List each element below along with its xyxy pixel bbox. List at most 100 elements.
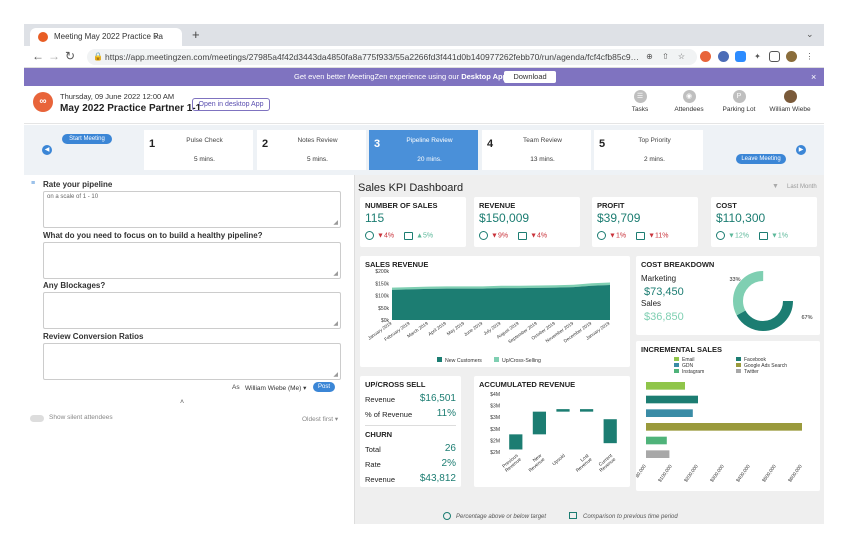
prev-arrow-down-icon: ▼ bbox=[648, 232, 655, 240]
prev-arrow-icon[interactable]: ◀ bbox=[42, 145, 52, 155]
x-tick-label-line: Upsold bbox=[551, 453, 567, 467]
agenda-item-number: 2 bbox=[262, 138, 269, 150]
agenda-item-number: 3 bbox=[374, 138, 381, 150]
sidebar-icon[interactable] bbox=[769, 51, 780, 62]
kpi-value: $39,709 bbox=[597, 211, 641, 225]
bookmark-star-icon[interactable]: ☆ bbox=[677, 52, 686, 61]
agenda-item-5[interactable]: 5 Top Priority 2 mins. bbox=[594, 130, 703, 170]
as-label: As bbox=[232, 384, 240, 391]
next-arrow-icon[interactable]: ▶ bbox=[796, 145, 806, 155]
silent-attendees-toggle[interactable] bbox=[30, 415, 44, 422]
download-button[interactable]: Download bbox=[504, 71, 556, 83]
blockages-input[interactable]: ◢ bbox=[43, 292, 341, 329]
target-icon bbox=[716, 231, 725, 240]
x-tick-label: March 2019 bbox=[406, 320, 429, 338]
focus-input[interactable]: ◢ bbox=[43, 242, 341, 279]
kpi-cost: COST $110,300 ▼12% ▼1% bbox=[711, 197, 817, 247]
waterfall-bar bbox=[509, 434, 523, 450]
agenda-item-duration: 2 mins. bbox=[644, 156, 665, 163]
x-tick-label: $500,000 bbox=[761, 463, 778, 483]
y-tick-label: $0k bbox=[381, 318, 390, 324]
meeting-header: ∞ Thursday, 09 June 2022 12:00 AM May 20… bbox=[24, 86, 824, 124]
post-as-user-select[interactable]: William Wiebe (Me) ▾ bbox=[245, 385, 307, 392]
legend-swatch bbox=[736, 357, 741, 361]
zoom-icon[interactable]: ⊕ bbox=[646, 52, 653, 61]
extension-meetingzen-icon[interactable] bbox=[700, 51, 711, 62]
agenda-item-number: 5 bbox=[599, 138, 606, 150]
period-select[interactable]: Last Month bbox=[787, 184, 817, 190]
parking-lot-button[interactable]: P Parking Lot bbox=[719, 90, 759, 113]
question-rate-pipeline: Rate your pipeline bbox=[43, 180, 113, 189]
calendar-icon bbox=[758, 231, 768, 240]
profile-avatar[interactable] bbox=[786, 51, 797, 62]
tab-close-icon[interactable]: × bbox=[154, 32, 160, 42]
y-tick-label: $3M bbox=[490, 404, 500, 410]
x-tick-label: $400,000 bbox=[735, 463, 752, 483]
browser-tab[interactable]: Meeting May 2022 Practice Pa × bbox=[30, 28, 182, 46]
extension-icon[interactable] bbox=[718, 51, 729, 62]
agenda-item-3[interactable]: 3 Pipeline Review 20 mins. bbox=[369, 130, 478, 170]
reload-icon[interactable]: ↻ bbox=[65, 49, 76, 63]
prev-arrow-up-icon: ▲ bbox=[416, 232, 423, 240]
x-tick-label: $100,000 bbox=[657, 463, 674, 483]
agenda-item-4[interactable]: 4 Team Review 13 mins. bbox=[482, 130, 591, 170]
resize-grip-icon[interactable]: ◢ bbox=[333, 271, 338, 277]
back-icon[interactable]: ← bbox=[32, 49, 44, 63]
forward-icon[interactable]: → bbox=[48, 49, 60, 63]
collapse-caret-icon[interactable]: ˄ bbox=[180, 399, 185, 406]
prev-change: 4% bbox=[537, 232, 548, 240]
post-button[interactable]: Post bbox=[313, 382, 335, 392]
x-tick-label: $600,000 bbox=[787, 463, 804, 483]
attendees-button[interactable]: ◉ Attendees bbox=[669, 90, 709, 113]
target-icon bbox=[443, 512, 451, 520]
agenda-item-2[interactable]: 2 Notes Review 5 mins. bbox=[257, 130, 366, 170]
waterfall-bar bbox=[603, 419, 617, 444]
sales-label: Sales bbox=[641, 299, 662, 308]
url-input[interactable]: 🔒 https://app.meetingzen.com/meetings/27… bbox=[87, 49, 697, 65]
bar-facebook bbox=[646, 395, 698, 404]
leave-meeting-button[interactable]: Leave Meeting bbox=[736, 154, 786, 164]
upcross-churn-panel: UP/CROSS SELL Revenue $16,501 % of Reven… bbox=[360, 376, 461, 487]
waterfall-bar bbox=[556, 409, 570, 412]
calendar-icon bbox=[569, 512, 577, 519]
kpi-revenue: REVENUE $150,009 ▼9% ▼4% bbox=[474, 197, 580, 247]
legend-label: Instagram bbox=[682, 369, 704, 375]
new-tab-button[interactable]: + bbox=[192, 27, 200, 42]
legend-swatch bbox=[674, 369, 679, 373]
prev-change: 5% bbox=[423, 232, 434, 240]
start-meeting-button[interactable]: Start Meeting bbox=[62, 134, 112, 144]
chart-title: INCREMENTAL SALES bbox=[641, 345, 722, 354]
conversion-input[interactable]: ◢ bbox=[43, 343, 341, 380]
incremental-sales-chart: Email Facebook GDN Google Ads Search Instagr… bbox=[636, 357, 804, 484]
kpi-label: NUMBER OF SALES bbox=[365, 201, 438, 210]
zoom-extension-icon[interactable] bbox=[735, 51, 746, 62]
resize-grip-icon[interactable]: ◢ bbox=[333, 372, 338, 378]
agenda-item-1[interactable]: 1 Pulse Check 5 mins. bbox=[144, 130, 253, 170]
banner-bold-text: Desktop App bbox=[461, 72, 508, 81]
puzzle-extensions-icon[interactable]: ✦ bbox=[754, 52, 761, 61]
menu-kebab-icon[interactable]: ⋮ bbox=[805, 52, 814, 61]
user-button[interactable]: William Wiebe bbox=[764, 90, 816, 113]
resize-grip-icon[interactable]: ◢ bbox=[333, 220, 338, 226]
upcross-pct-label: % of Revenue bbox=[365, 410, 413, 419]
sort-order-select[interactable]: Oldest first ▾ bbox=[302, 416, 339, 423]
agenda-item-name: Team Review bbox=[522, 137, 562, 144]
tab-bar: Meeting May 2022 Practice Pa × + ⌄ bbox=[24, 24, 824, 46]
x-tick-label: CurrentRevenue bbox=[595, 453, 617, 474]
y-tick-label: $4M bbox=[490, 392, 500, 398]
calendar-icon bbox=[404, 231, 414, 240]
share-icon[interactable]: ⇧ bbox=[662, 52, 669, 61]
agenda-item-duration: 5 mins. bbox=[307, 156, 328, 163]
kpi-comparisons: ▼1% ▼11% bbox=[597, 231, 669, 240]
open-desktop-button[interactable]: Open in desktop App bbox=[192, 98, 270, 111]
tab-search-icon[interactable]: ⌄ bbox=[806, 29, 814, 39]
rate-pipeline-input[interactable]: on a scale of 1 - 10 ◢ bbox=[43, 191, 341, 228]
divider bbox=[365, 425, 456, 426]
y-tick-label: $2M bbox=[490, 450, 500, 456]
resize-grip-icon[interactable]: ◢ bbox=[333, 321, 338, 327]
target-arrow-down-icon: ▼ bbox=[609, 232, 616, 240]
banner-close-icon[interactable]: × bbox=[811, 72, 817, 82]
tasks-button[interactable]: ☰ Tasks bbox=[620, 90, 660, 113]
bar-gdn bbox=[646, 409, 693, 417]
filter-icon[interactable]: ▼ bbox=[772, 183, 779, 190]
